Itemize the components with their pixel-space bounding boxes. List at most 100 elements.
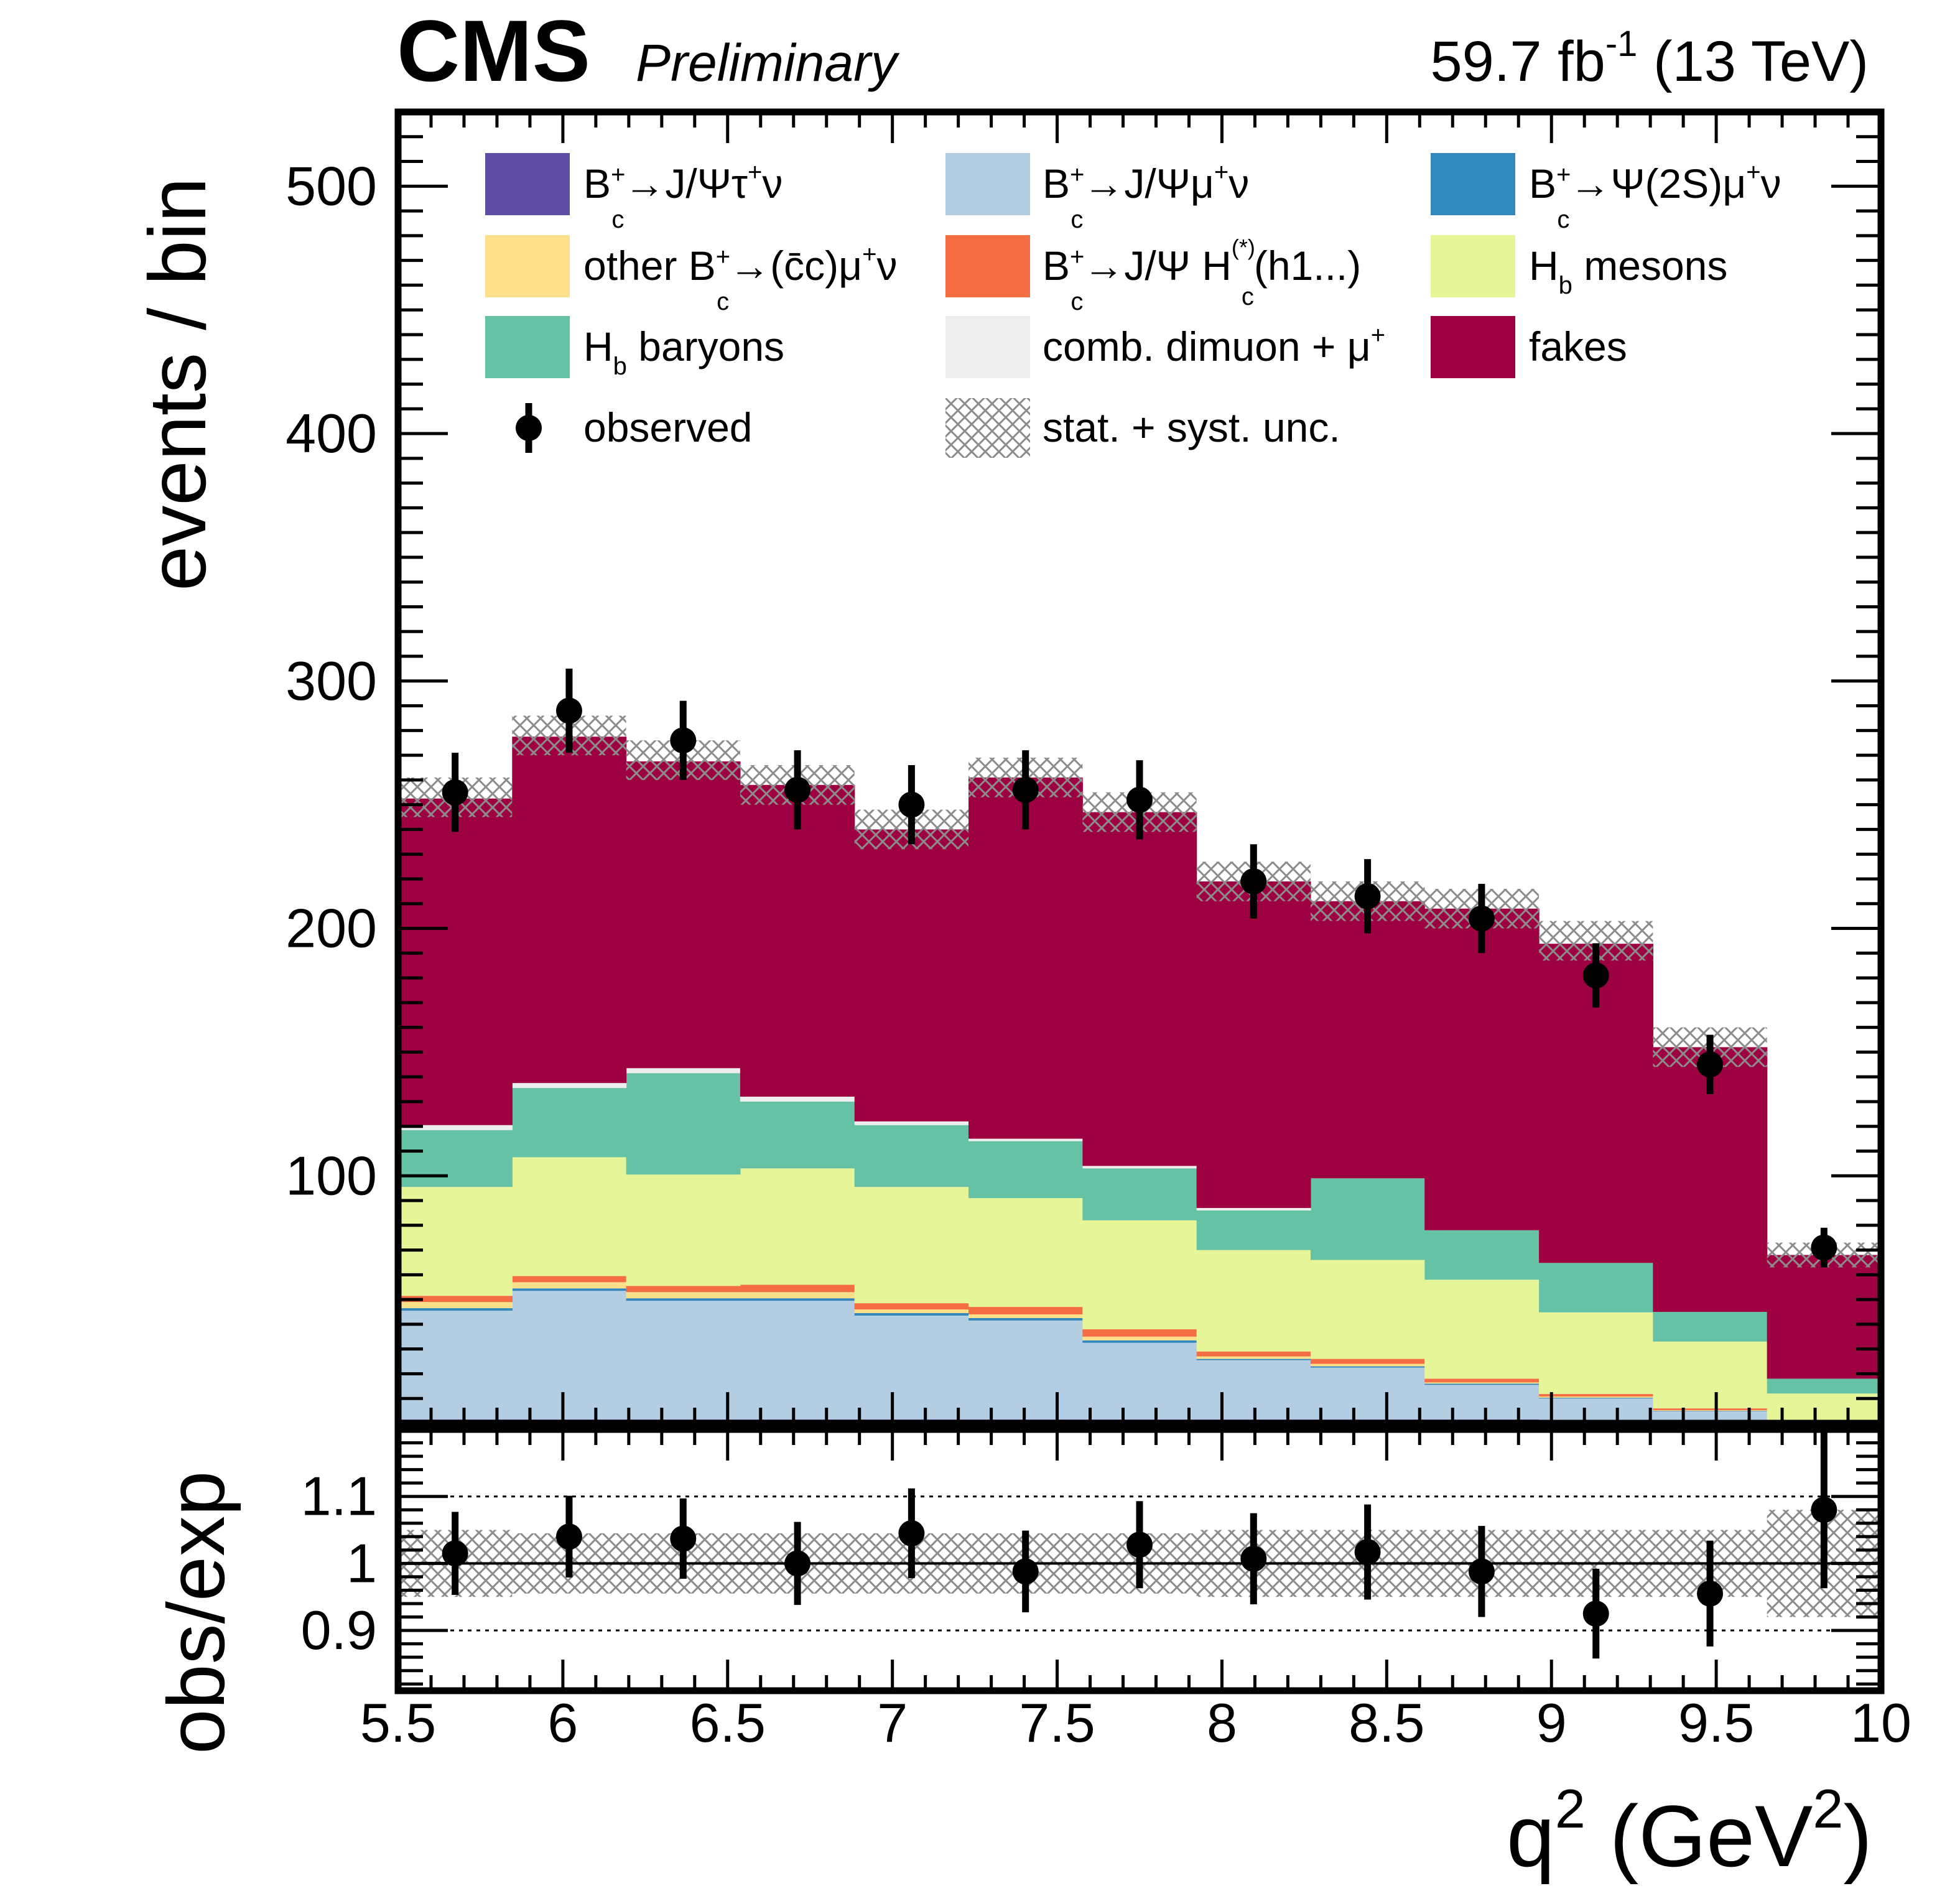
legend-label-comb-part-1: + (1371, 322, 1385, 349)
legend-label-hc-part-2: c (1071, 288, 1083, 315)
bar-bc-2s-4 (854, 1313, 969, 1316)
bar-bc-j-hc-h1-5 (968, 1307, 1083, 1314)
legend-label-hbbar-part-2: baryons (627, 323, 784, 369)
bar-comb-dimuon-7 (1196, 1207, 1311, 1210)
ratio-point-8 (1354, 1539, 1381, 1566)
observed-point-5 (1012, 776, 1039, 803)
stack-fakes (398, 736, 1881, 1379)
legend-label-mu-part-0: B (1043, 160, 1070, 207)
legend-entry-hbbar: Hb baryons (485, 316, 784, 380)
legend-label-obs: observed (583, 404, 753, 450)
legend-label-other-part-0: other B (583, 243, 716, 289)
legend-label-comb-part-0: comb. dimuon + μ (1043, 323, 1371, 369)
legend-label-hbbar-part-0: H (583, 323, 613, 369)
legend-label-mu-part-3: →J/Ψμ (1083, 160, 1214, 207)
legend-observed-marker (516, 415, 542, 441)
bar-fakes-9 (1424, 908, 1540, 1230)
bar-bc-2s-9 (1424, 1383, 1540, 1385)
lumi-exponent: -1 (1605, 24, 1638, 64)
legend-swatch-fakes (1431, 316, 1515, 378)
bar-bc-j-11 (1653, 1411, 1768, 1421)
legend-label-other: other B+ c→(c̄c)μ+ν (583, 241, 898, 315)
bar-bc-j-9 (1424, 1385, 1540, 1420)
legend-label-tau-part-2: c (611, 206, 624, 233)
bar-bc-j-8 (1310, 1367, 1425, 1420)
bar-bc-j-hc-h1-4 (854, 1303, 969, 1310)
bar-bc-j-hc-h1-2 (626, 1286, 741, 1293)
legend-label-tau-part-3: →J/Ψτ (624, 160, 748, 207)
legend-label-mu-part-2: c (1071, 206, 1083, 233)
ratio-y-tick-label-1: 1 (346, 1532, 377, 1594)
bar-bc-j-5 (968, 1320, 1083, 1420)
observed-point-12 (1811, 1234, 1837, 1261)
main-plot (398, 668, 1881, 1423)
legend-unc-swatch (945, 398, 1030, 458)
x-tick-label-5-5: 5.5 (360, 1692, 436, 1754)
ratio-point-10 (1582, 1601, 1609, 1627)
bar-comb-dimuon-0 (398, 1125, 513, 1130)
bar-bc-2s-1 (512, 1288, 627, 1291)
bar-hb-baryons-1 (512, 1088, 627, 1158)
bar-hb-baryons-11 (1653, 1312, 1768, 1342)
x-axis-title-unit-exp: 2 (1813, 1778, 1843, 1839)
ratio-y-tick-label-1-1: 1.1 (301, 1466, 377, 1527)
x-tick-label-8: 8 (1207, 1692, 1237, 1754)
legend-label-hc-part-6: (h1...) (1254, 243, 1361, 289)
lumi-value: 59.7 fb (1430, 30, 1605, 93)
ratio-frame (394, 1426, 1885, 1694)
legend-label-obs-part-0: observed (583, 404, 753, 450)
bar-hb-mesons-11 (1653, 1341, 1768, 1409)
legend-label-psi2s-part-4: + (1746, 159, 1760, 186)
stacked-histograms (398, 736, 1881, 1423)
bar-hb-mesons-2 (626, 1174, 741, 1286)
legend-label-unc: stat. + syst. unc. (1043, 404, 1340, 450)
x-axis-title-q: q (1507, 1787, 1555, 1885)
legend-label-other-part-5: ν (877, 243, 898, 289)
bar-bc-2s-5 (968, 1317, 1083, 1321)
bar-hb-mesons-7 (1196, 1250, 1311, 1352)
stack-hb-mesons (398, 1157, 1881, 1421)
ratio-point-6 (1126, 1531, 1153, 1558)
bar-hb-baryons-4 (854, 1125, 969, 1187)
bar-hb-mesons-1 (512, 1157, 627, 1276)
main-frame (394, 108, 1885, 1427)
bar-hb-mesons-4 (854, 1187, 969, 1304)
legend-label-psi2s-part-2: c (1557, 206, 1569, 233)
legend-label-comb: comb. dimuon + μ+ (1043, 322, 1385, 369)
observed-points (442, 668, 1837, 1268)
legend-label-hc-part-0: B (1043, 243, 1070, 289)
bar-other-bc-c-c-6 (1082, 1336, 1197, 1340)
legend-entry-other: other B+ c→(c̄c)μ+ν (485, 235, 898, 315)
legend-label-mu-part-5: ν (1228, 160, 1249, 207)
main-y-tick-label-400: 400 (286, 402, 377, 464)
bar-comb-dimuon-3 (740, 1096, 855, 1102)
bar-hb-mesons-3 (740, 1168, 855, 1285)
ratio-point-5 (1012, 1558, 1039, 1585)
bar-other-bc-c-c-11 (1653, 1410, 1768, 1411)
legend-entry-hc: B+ c→J/Ψ H(*) c(h1...) (945, 235, 1361, 315)
ratio-plot (398, 1431, 1881, 1659)
ratio-point-1 (555, 1523, 582, 1550)
bar-hb-mesons-5 (968, 1198, 1083, 1308)
observed-point-6 (1126, 786, 1153, 813)
x-tick-label-8-5: 8.5 (1349, 1692, 1424, 1754)
bar-bc-2s-7 (1196, 1359, 1311, 1360)
axes (394, 108, 1885, 1694)
stack-hb-baryons (398, 1073, 1881, 1394)
bar-bc-j-10 (1539, 1398, 1653, 1421)
observed-point-2 (670, 727, 697, 754)
ratio-point-4 (898, 1520, 925, 1546)
observed-point-4 (898, 791, 925, 818)
legend-label-fakes-part-0: fakes (1529, 323, 1627, 369)
bar-hb-mesons-10 (1539, 1312, 1653, 1395)
bar-other-bc-c-c-3 (740, 1292, 855, 1299)
bar-hb-baryons-0 (398, 1130, 513, 1187)
bar-bc-2s-6 (1082, 1340, 1197, 1343)
experiment-label: CMS (397, 2, 590, 100)
legend-label-mu-part-4: + (1214, 159, 1228, 186)
x-axis-title-close: ) (1843, 1787, 1872, 1885)
bar-comb-dimuon-6 (1082, 1166, 1197, 1169)
bar-comb-dimuon-2 (626, 1068, 741, 1074)
stack-bc-2s (398, 1288, 1768, 1411)
legend-label-psi2s-part-3: →Ψ(2S)μ (1569, 160, 1746, 207)
